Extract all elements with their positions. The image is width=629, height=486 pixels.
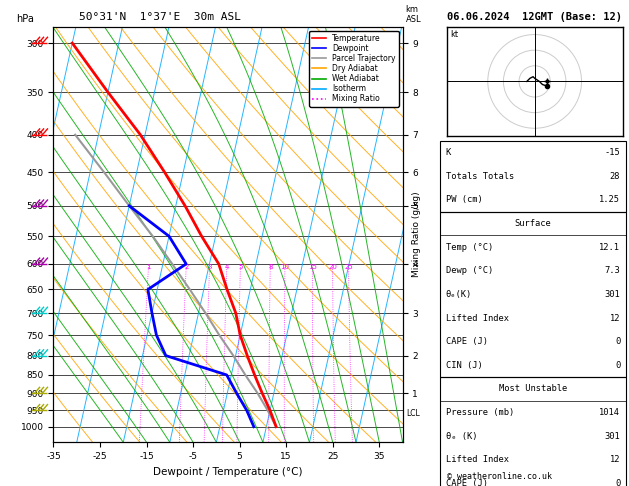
Text: 5: 5 bbox=[238, 264, 243, 270]
Text: 0: 0 bbox=[615, 479, 620, 486]
Text: Surface: Surface bbox=[515, 219, 552, 228]
Text: 2: 2 bbox=[184, 264, 189, 270]
Text: 7.3: 7.3 bbox=[604, 266, 620, 276]
Text: 28: 28 bbox=[610, 172, 620, 181]
Text: CAPE (J): CAPE (J) bbox=[446, 337, 488, 346]
Text: Totals Totals: Totals Totals bbox=[446, 172, 514, 181]
Text: Pressure (mb): Pressure (mb) bbox=[446, 408, 514, 417]
Text: 12: 12 bbox=[610, 313, 620, 323]
Text: 06.06.2024  12GMT (Base: 12): 06.06.2024 12GMT (Base: 12) bbox=[447, 12, 621, 22]
Text: 10: 10 bbox=[281, 264, 289, 270]
Text: © weatheronline.co.uk: © weatheronline.co.uk bbox=[447, 472, 552, 481]
Text: 301: 301 bbox=[604, 290, 620, 299]
Text: 301: 301 bbox=[604, 432, 620, 441]
Text: -15: -15 bbox=[604, 148, 620, 157]
X-axis label: Dewpoint / Temperature (°C): Dewpoint / Temperature (°C) bbox=[153, 467, 303, 477]
Text: Dewp (°C): Dewp (°C) bbox=[446, 266, 493, 276]
Legend: Temperature, Dewpoint, Parcel Trajectory, Dry Adiabat, Wet Adiabat, Isotherm, Mi: Temperature, Dewpoint, Parcel Trajectory… bbox=[309, 31, 399, 106]
Text: 4: 4 bbox=[225, 264, 229, 270]
Text: 25: 25 bbox=[344, 264, 353, 270]
Text: 0: 0 bbox=[615, 361, 620, 370]
Text: Lifted Index: Lifted Index bbox=[446, 313, 509, 323]
Text: hPa: hPa bbox=[16, 14, 33, 24]
Text: Most Unstable: Most Unstable bbox=[499, 384, 567, 394]
Text: θₑ (K): θₑ (K) bbox=[446, 432, 477, 441]
Text: km
ASL: km ASL bbox=[406, 5, 421, 24]
Text: CAPE (J): CAPE (J) bbox=[446, 479, 488, 486]
Text: θₑ(K): θₑ(K) bbox=[446, 290, 472, 299]
Text: kt: kt bbox=[450, 30, 459, 39]
Text: 12.1: 12.1 bbox=[599, 243, 620, 252]
Text: 0: 0 bbox=[615, 337, 620, 346]
Text: 1014: 1014 bbox=[599, 408, 620, 417]
Text: K: K bbox=[446, 148, 451, 157]
Text: 1.25: 1.25 bbox=[599, 195, 620, 205]
Text: 12: 12 bbox=[610, 455, 620, 464]
Text: 15: 15 bbox=[308, 264, 317, 270]
Text: 3: 3 bbox=[208, 264, 212, 270]
Text: 20: 20 bbox=[328, 264, 337, 270]
Text: Lifted Index: Lifted Index bbox=[446, 455, 509, 464]
Text: PW (cm): PW (cm) bbox=[446, 195, 482, 205]
Text: Temp (°C): Temp (°C) bbox=[446, 243, 493, 252]
Text: 50°31'N  1°37'E  30m ASL: 50°31'N 1°37'E 30m ASL bbox=[79, 12, 241, 22]
Text: Mixing Ratio (g/kg): Mixing Ratio (g/kg) bbox=[412, 191, 421, 278]
Text: LCL: LCL bbox=[406, 409, 420, 418]
Text: 1: 1 bbox=[147, 264, 151, 270]
Text: CIN (J): CIN (J) bbox=[446, 361, 482, 370]
Text: 8: 8 bbox=[268, 264, 272, 270]
